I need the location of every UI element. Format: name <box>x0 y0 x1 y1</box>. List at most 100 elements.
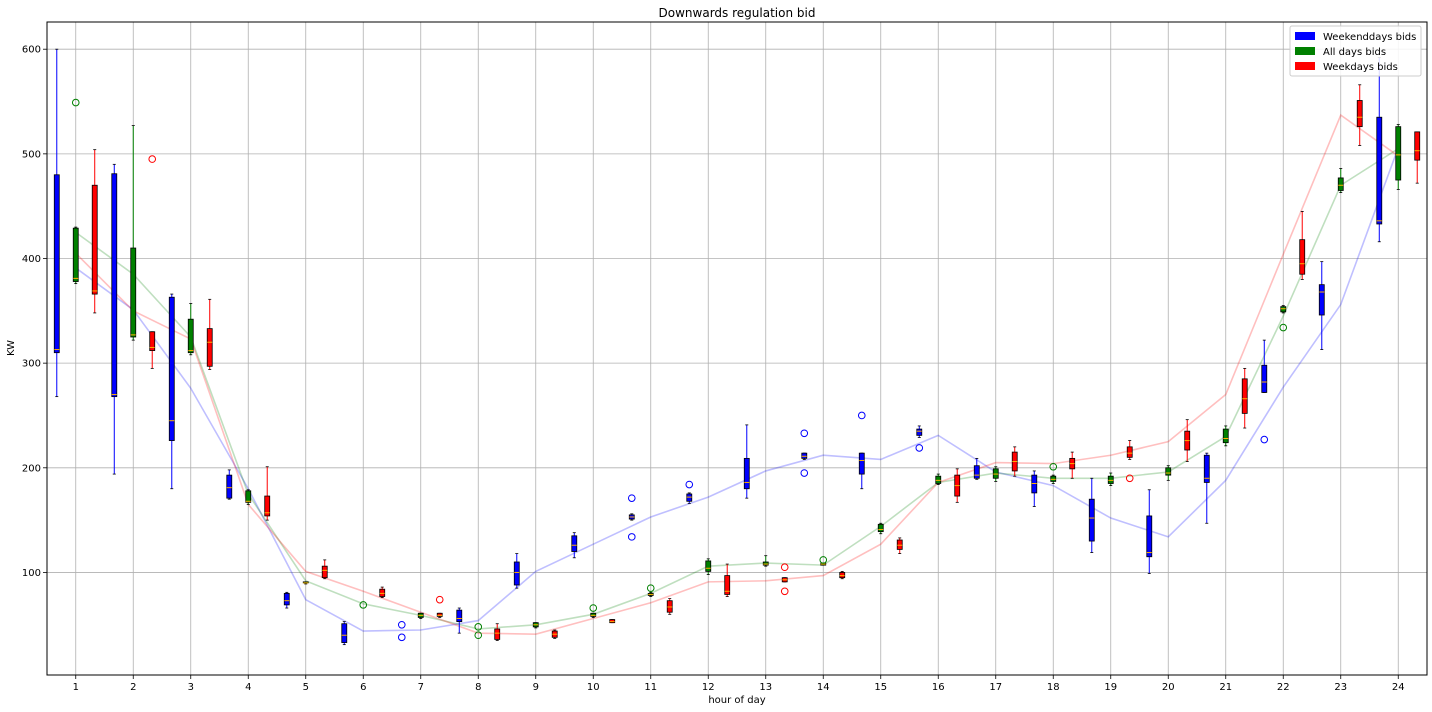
box-weekdays-bids-hour-14 <box>839 570 846 580</box>
x-tick-label: 13 <box>759 682 772 693</box>
outlier-point <box>589 604 598 612</box>
outlier-point <box>627 494 636 502</box>
box-weekenddays-bids-hour-15 <box>857 411 866 490</box>
x-axis-label: hour of day <box>708 695 765 706</box>
box-weekenddays-bids-hour-4 <box>226 469 233 500</box>
box-all-days-bids-hour-21 <box>1222 425 1229 447</box>
y-tick-label: 100 <box>22 568 41 579</box>
box-iqr <box>1126 446 1133 458</box>
box-iqr <box>916 428 923 436</box>
box-iqr <box>206 328 213 367</box>
box-all-days-bids-hour-18 <box>1049 462 1058 484</box>
x-tick-label: 12 <box>702 682 715 693</box>
x-tick-label: 16 <box>932 682 945 693</box>
box-weekdays-bids-hour-4 <box>264 466 271 521</box>
legend-label: Weekenddays bids <box>1323 32 1416 43</box>
legend-label: Weekdays bids <box>1323 62 1398 73</box>
box-iqr <box>1376 116 1383 225</box>
box-iqr <box>341 623 348 643</box>
box-weekenddays-bids-hour-2 <box>111 163 118 475</box>
box-all-days-bids-hour-9 <box>532 622 539 629</box>
outlier-point <box>800 429 809 438</box>
box-plots <box>53 48 1421 646</box>
x-tick-label: 5 <box>303 682 309 693</box>
x-tick-label: 15 <box>874 682 887 693</box>
outlier-point <box>819 556 828 564</box>
box-weekdays-bids-hour-8 <box>494 623 501 641</box>
box-iqr <box>245 490 252 503</box>
box-weekenddays-bids-hour-19 <box>1088 477 1095 553</box>
box-weekenddays-bids-hour-8 <box>456 607 463 634</box>
box-iqr <box>1261 364 1268 393</box>
box-all-days-bids-hour-23 <box>1337 168 1344 193</box>
box-weekenddays-bids-hour-14 <box>800 429 809 477</box>
box-all-days-bids-hour-16 <box>935 473 942 485</box>
x-tick-label: 22 <box>1277 682 1290 693</box>
box-iqr <box>1299 239 1306 275</box>
x-tick-label: 23 <box>1334 682 1347 693</box>
box-all-days-bids-hour-6 <box>359 601 368 609</box>
outlier-point <box>397 633 406 642</box>
x-tick-label: 3 <box>188 682 194 693</box>
box-iqr <box>1395 126 1402 181</box>
box-weekenddays-bids-hour-20 <box>1146 489 1153 574</box>
outlier-point <box>685 480 694 489</box>
box-iqr <box>609 619 616 624</box>
plot-frame <box>46 21 1428 676</box>
box-iqr <box>283 592 290 606</box>
box-iqr <box>1222 428 1229 444</box>
outlier-point <box>1125 474 1134 483</box>
box-all-days-bids-hour-7 <box>417 612 424 619</box>
box-iqr <box>1107 475 1114 484</box>
box-all-days-bids-hour-19 <box>1107 472 1114 486</box>
y-tick-label: 500 <box>22 149 41 160</box>
box-iqr <box>91 184 98 295</box>
x-tick-label: 20 <box>1162 682 1175 693</box>
box-iqr <box>111 173 118 398</box>
box-weekdays-bids-hour-9 <box>551 629 558 639</box>
box-iqr <box>1165 467 1172 476</box>
trend-line-all-days-bids <box>75 147 1399 630</box>
box-iqr <box>1031 474 1038 494</box>
box-weekdays-bids-hour-7 <box>435 595 444 618</box>
box-iqr <box>226 474 233 499</box>
legend-label: All days bids <box>1323 47 1386 58</box>
box-weekenddays-bids-hour-21 <box>1203 452 1210 524</box>
y-axis-label: KW <box>6 340 17 356</box>
x-tick-label: 2 <box>130 682 136 693</box>
box-weekdays-bids-hour-20 <box>1184 419 1191 462</box>
box-weekenddays-bids-hour-13 <box>743 424 750 499</box>
box-weekenddays-bids-hour-5 <box>283 591 290 609</box>
box-weekdays-bids-hour-21 <box>1241 367 1248 429</box>
x-tick-label: 19 <box>1104 682 1117 693</box>
x-tick-label: 4 <box>245 682 251 693</box>
outlier-point <box>148 155 157 163</box>
box-weekdays-bids-hour-6 <box>379 586 386 598</box>
box-weekdays-bids-hour-12 <box>724 563 731 597</box>
box-weekdays-bids-hour-22 <box>1299 211 1306 280</box>
box-weekenddays-bids-hour-3 <box>168 293 175 490</box>
y-tick-label: 600 <box>22 45 41 56</box>
box-weekdays-bids-hour-18 <box>1069 451 1076 479</box>
legend-swatch <box>1295 47 1315 55</box>
box-weekdays-bids-hour-13 <box>780 563 789 596</box>
box-iqr <box>72 227 79 282</box>
box-all-days-bids-hour-14 <box>819 556 828 566</box>
x-tick-label: 7 <box>418 682 424 693</box>
box-weekenddays-bids-hour-7 <box>397 620 406 642</box>
x-tick-label: 11 <box>644 682 657 693</box>
outlier-point <box>780 587 789 596</box>
box-all-days-bids-hour-3 <box>187 303 194 356</box>
box-iqr <box>839 572 846 579</box>
x-tick-label: 14 <box>817 682 830 693</box>
legend: Weekenddays bids All days bids Weekdays bi… <box>1289 25 1422 77</box>
outlier-point <box>780 563 789 572</box>
box-iqr <box>1088 498 1095 542</box>
x-tick-label: 6 <box>360 682 366 693</box>
box-all-days-bids-hour-22 <box>1279 305 1288 332</box>
box-iqr <box>666 600 673 613</box>
box-weekdays-bids-hour-23 <box>1356 84 1363 146</box>
box-iqr <box>321 565 328 579</box>
box-weekdays-bids-hour-5 <box>321 559 328 580</box>
